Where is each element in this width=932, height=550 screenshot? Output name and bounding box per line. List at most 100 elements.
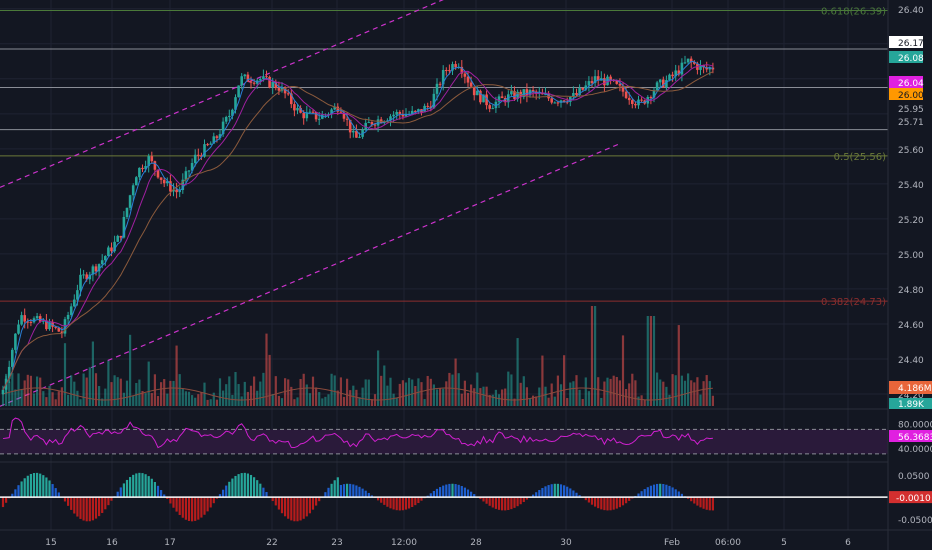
volume-bar [45,397,48,406]
macd-histogram-bar [705,497,708,510]
volume-bar [132,395,135,406]
macd-histogram-bar [457,484,460,498]
time-axis[interactable]: 15 16 17 22 23 12:00 28 30 Feb 06:00 5 6 [45,538,851,548]
volume-bar [246,391,249,406]
volume-bar [23,380,26,406]
candle-body [649,97,653,99]
candle-body [76,290,79,300]
candle-body [107,247,110,257]
candle-body [451,64,454,71]
price-tick-label: 25.20 [898,216,924,226]
volume-bar [166,393,169,406]
candle-body [389,116,392,121]
candle-body [414,110,417,112]
candle-body [652,90,656,98]
candle-body [299,107,302,113]
candle-body [491,108,495,110]
macd-histogram-bar [17,485,20,498]
candle-body [69,306,73,315]
volume-bar [60,387,63,406]
macd-histogram-bar [485,497,488,504]
trend-channel[interactable] [0,0,621,407]
ma-fast-line [2,60,714,390]
candle-body [370,122,374,125]
volume-bar [674,375,677,406]
candle-body [277,88,281,91]
rsi-panel [0,417,888,455]
volume-bar [54,399,57,406]
channel-line [0,0,444,188]
volume-bar [29,375,32,406]
volume-bar [147,361,150,406]
candle-body [63,319,67,334]
macd-histogram-bar [674,489,677,498]
candle-body [569,97,572,102]
macd-histogram-bar [501,497,504,511]
candle-body [469,82,473,87]
volume-bar [656,372,659,406]
macd-histogram-bar [237,474,240,498]
volume-bar [209,399,212,406]
macd-histogram-bar [333,480,336,498]
macd-histogram-bar [293,497,296,522]
price-label-text: 26.17 [898,39,924,49]
volume-bar [352,385,355,406]
candle-body [615,80,619,84]
macd-histogram-bar [11,493,14,498]
price-tick-label: 25.40 [898,181,924,191]
candle-body [448,70,451,72]
macd-histogram-bar [280,497,284,514]
macd-histogram-bar [519,497,522,505]
volume-bar [578,389,581,406]
volume-bar [504,388,507,406]
time-tick-label: 15 [45,538,56,548]
macd-histogram-bar [516,497,519,507]
macd-histogram-bar [615,497,618,509]
moving-averages [2,60,714,390]
candle-body [494,101,498,109]
macd-histogram-bar [160,490,163,498]
volume-bar [476,372,479,406]
volume-bar [88,367,91,406]
candle-body [627,97,631,101]
macd-histogram-bar [178,497,181,515]
macd-histogram-bar [355,485,358,498]
volume-average-line [2,387,713,401]
volume-bar [463,380,466,406]
macd-histogram-bar [166,497,169,500]
macd-histogram-bar [206,497,209,512]
macd-histogram-bar [234,475,237,498]
volume-bar [290,386,293,406]
macd-histogram-bar [494,497,497,509]
candle-body [587,81,591,86]
volume-bar [144,393,147,406]
macd-histogram-bar [215,497,218,499]
candle-body [54,326,57,328]
candle-body [711,67,715,70]
volume-bar [485,386,488,406]
candle-body [290,93,293,105]
macd-histogram-bar [253,477,256,498]
candle-body [153,161,157,170]
macd-histogram-bar [569,488,572,498]
macd-histogram-bar [649,485,652,498]
macd-histogram-bar [442,485,445,498]
candle-body [104,256,107,261]
candle-body [410,110,414,114]
candle-body [166,181,169,184]
volume-label-badge [889,398,932,409]
macd-histogram-bar [690,497,693,502]
volume-bar [597,377,600,406]
candle-body [249,81,253,83]
candle-body [674,70,677,77]
candle-body [516,91,519,99]
macd-histogram-bar [544,486,547,498]
rsi-line [2,417,713,449]
volume-bar [370,399,373,406]
macd-histogram-bar [677,491,680,498]
macd-histogram-bar [535,492,538,498]
macd-histogram-bar [104,497,107,510]
